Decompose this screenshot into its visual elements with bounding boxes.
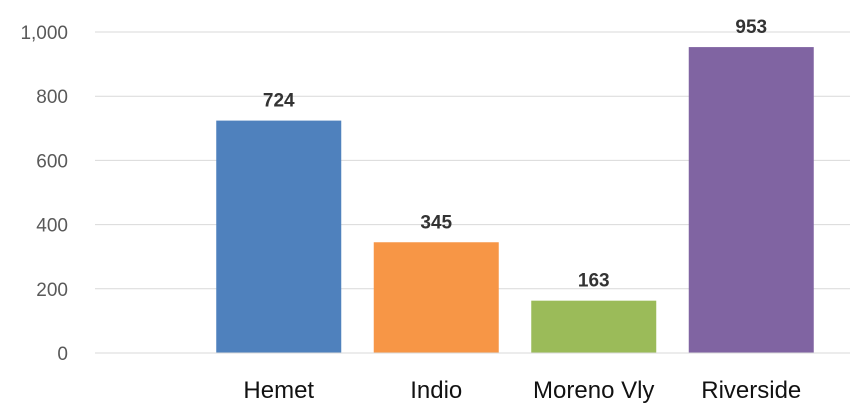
category-label: Moreno Vly	[533, 377, 654, 404]
y-tick-label: 600	[36, 151, 68, 172]
y-axis-tick-labels: 0 200 400 600 800 1,000	[20, 23, 68, 365]
data-label: 953	[735, 17, 767, 38]
bar-hemet	[216, 120, 342, 353]
y-tick-label: 1,000	[20, 23, 68, 44]
y-tick-label: 0	[57, 344, 68, 365]
data-label: 163	[578, 271, 610, 292]
bar-moreno-vly	[531, 300, 657, 353]
y-tick-label: 800	[36, 87, 68, 108]
y-tick-label: 400	[36, 216, 68, 237]
x-axis-category-labels: Hemet Indio Moreno Vly Riverside	[243, 377, 801, 404]
data-label: 724	[263, 91, 295, 112]
data-labels: 724 345 163 953	[263, 17, 767, 292]
category-label: Indio	[410, 377, 462, 404]
data-label: 345	[420, 212, 452, 233]
category-label: Hemet	[243, 377, 314, 404]
bars	[216, 47, 814, 353]
bar-riverside	[688, 47, 814, 353]
category-label: Riverside	[701, 377, 801, 404]
y-tick-label: 200	[36, 280, 68, 301]
bar-indio	[373, 242, 499, 353]
